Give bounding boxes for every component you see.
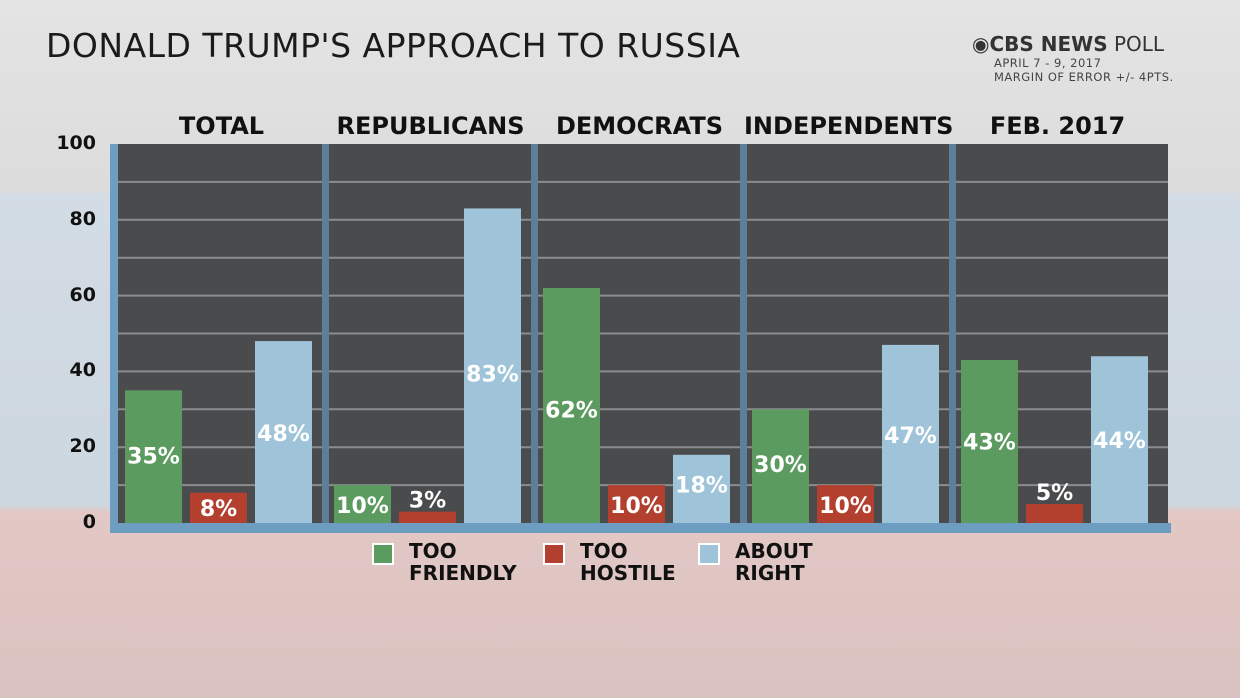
- data-label: 30%: [754, 453, 807, 478]
- data-label: 8%: [200, 497, 237, 522]
- group-divider: [322, 144, 329, 523]
- data-label: 3%: [409, 489, 446, 514]
- y-tick-label: 60: [69, 283, 96, 306]
- data-label: 62%: [545, 398, 598, 423]
- data-label: 18%: [675, 473, 728, 498]
- bar: [673, 454, 730, 523]
- y-tick-label: 0: [82, 511, 96, 533]
- group-divider: [949, 144, 956, 523]
- bar: [1026, 504, 1083, 523]
- y-axis-line: [110, 144, 118, 533]
- data-label: 10%: [819, 494, 872, 519]
- data-label: 83%: [466, 362, 519, 387]
- poll-dates: APRIL 7 - 9, 2017: [994, 56, 1102, 70]
- data-label: 47%: [884, 424, 937, 449]
- legend-swatch: [372, 543, 394, 565]
- bar: [1091, 356, 1148, 523]
- data-label: 5%: [1036, 481, 1073, 506]
- data-label: 44%: [1093, 429, 1146, 454]
- data-label: 10%: [610, 494, 663, 519]
- group-label: INDEPENDENTS: [744, 112, 954, 140]
- bar: [882, 344, 939, 523]
- bar: [543, 288, 600, 523]
- group-divider: [531, 144, 538, 523]
- margin-of-error: MARGIN OF ERROR +/- 4PTS.: [994, 70, 1174, 84]
- legend-label: TOO FRIENDLY: [409, 539, 517, 585]
- bar: [752, 409, 809, 523]
- bar: [125, 390, 182, 523]
- data-label: 10%: [336, 494, 389, 519]
- bar: [817, 485, 874, 523]
- bar: [464, 208, 521, 523]
- group-label: REPUBLICANS: [336, 112, 525, 140]
- chart-title: DONALD TRUMP'S APPROACH TO RUSSIA: [46, 26, 741, 65]
- x-axis-line: [110, 523, 1171, 533]
- group-divider: [740, 144, 747, 523]
- y-tick-label: 40: [69, 359, 96, 382]
- data-label: 48%: [257, 422, 310, 447]
- data-label: 43%: [963, 431, 1016, 456]
- group-label: DEMOCRATS: [555, 112, 724, 140]
- data-label: 35%: [127, 444, 180, 469]
- legend-label: TOO HOSTILE: [580, 539, 676, 585]
- y-tick-label: 100: [56, 132, 96, 154]
- bar: [255, 341, 312, 523]
- legend-label: ABOUT RIGHT: [735, 539, 813, 585]
- bar: [334, 485, 391, 523]
- cbs-logo: ◉CBS NEWS POLL: [972, 32, 1165, 56]
- bar: [399, 511, 456, 523]
- bar: [961, 360, 1018, 523]
- y-tick-label: 80: [69, 207, 96, 230]
- legend-swatch: [543, 543, 565, 565]
- group-label: TOTAL: [178, 112, 265, 140]
- legend-swatch: [698, 543, 720, 565]
- cbs-eye-icon: ◉: [972, 32, 990, 56]
- group-label: FEB. 2017: [989, 112, 1126, 140]
- bar: [190, 492, 247, 523]
- bar: [608, 485, 665, 523]
- y-tick-label: 20: [69, 435, 96, 458]
